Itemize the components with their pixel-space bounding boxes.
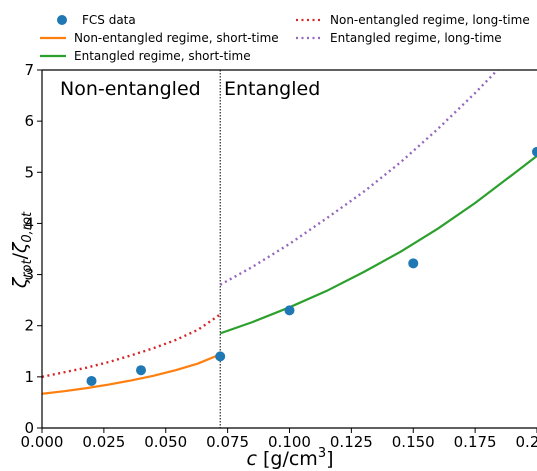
legend-marker (57, 15, 67, 25)
x-ticks: 0.000 0.025 0.050 0.075 0.100 0.125 0.150 0.175… (21, 428, 537, 451)
legend-item-fcs-data: FCS data (57, 13, 136, 27)
legend-label: Entangled regime, long-time (330, 31, 502, 45)
x-tick-label: 0.075 (206, 433, 249, 451)
y-tick-label: 6 (24, 112, 34, 130)
region-label-entangled: Entangled (224, 78, 320, 100)
data-point (86, 375, 97, 386)
legend-label: Non-entangled regime, long-time (330, 13, 530, 27)
data-point (284, 305, 295, 316)
x-tick-label: 0.100 (268, 433, 311, 451)
y-tick-label: 1 (24, 368, 34, 386)
data-point (136, 365, 146, 376)
y-tick-label: 3 (24, 266, 34, 284)
y-tick-label: 0 (24, 419, 34, 437)
legend-item-non-entangled-regime-short-time: Non-entangled regime, short-time (40, 31, 279, 45)
legend: FCS data Non-entangled regime, short-time… (40, 13, 530, 63)
data-point (408, 258, 419, 269)
y-tick-label: 2 (24, 317, 34, 335)
x-tick-label: 0.050 (144, 433, 187, 451)
series-line-non-entangled-regime-long-time (42, 313, 221, 379)
x-axis-label: c [g/cm3] (246, 446, 333, 470)
legend-item-non-entangled-regime-long-time: Non-entangled regime, long-time (296, 13, 530, 27)
x-tick-label: 0.175 (454, 433, 497, 451)
legend-item-entangled-regime-short-time: Entangled regime, short-time (40, 49, 251, 63)
x-tick-label: 0.000 (21, 433, 64, 451)
y-axis-label: ζrot/ζ0,rot (9, 211, 35, 289)
data-point (532, 146, 537, 157)
series-points (86, 146, 537, 386)
plot-area (42, 70, 537, 428)
legend-label: Non-entangled regime, short-time (74, 31, 279, 45)
series-line-entangled-regime-short-time (219, 155, 537, 335)
series-line-non-entangled-regime-short-time (42, 353, 221, 395)
y-tick-label: 5 (24, 163, 34, 181)
x-tick-label: 0.025 (82, 433, 125, 451)
x-tick-label: 0.200 (516, 433, 537, 451)
y-tick-label: 4 (24, 214, 34, 232)
data-point (215, 351, 226, 362)
x-tick-label: 0.150 (392, 433, 435, 451)
legend-label: Entangled regime, short-time (74, 49, 251, 63)
region-labels: Non-entangled Entangled (60, 78, 320, 100)
y-tick-label: 7 (24, 61, 34, 79)
legend-label: FCS data (82, 13, 136, 27)
axes (41, 69, 537, 429)
region-label-non-entangled: Non-entangled (60, 78, 201, 100)
series-lines (42, 70, 537, 395)
x-tick-label: 0.125 (330, 433, 373, 451)
legend-item-entangled-regime-long-time: Entangled regime, long-time (296, 31, 502, 45)
y-ticks: 0 1 2 3 4 5 6 7 (24, 61, 42, 437)
